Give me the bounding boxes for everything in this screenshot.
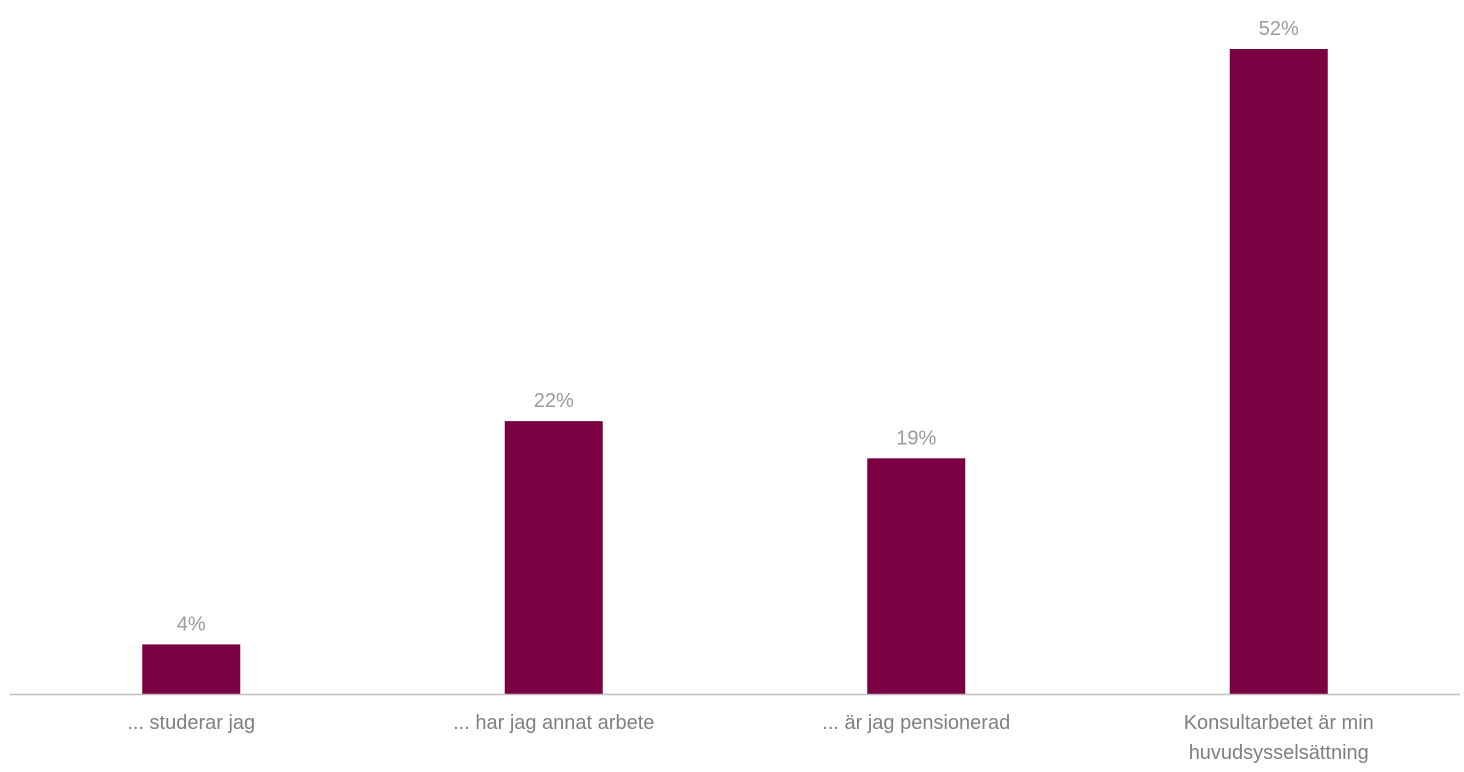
category-label-4: Konsultarbetet är min huvudsysselsättning bbox=[1184, 712, 1374, 764]
category-label-line: ... är jag pensionerad bbox=[822, 712, 1010, 734]
data-label-2: 22% bbox=[534, 390, 574, 412]
category-label-2: ... har jag annat arbete bbox=[453, 712, 654, 734]
category-labels-layer: ... studerar jag ... har jag annat arbete… bbox=[127, 712, 1373, 764]
bar-4 bbox=[1229, 49, 1328, 694]
bar-2 bbox=[504, 421, 603, 694]
data-label-3: 19% bbox=[896, 427, 936, 449]
category-label-line: huvudsysselsättning bbox=[1189, 742, 1369, 764]
bar-1 bbox=[142, 644, 241, 694]
category-label-line: ... studerar jag bbox=[127, 712, 255, 734]
data-label-4: 52% bbox=[1259, 18, 1299, 40]
category-label-line: Konsultarbetet är min bbox=[1184, 712, 1374, 734]
bars-layer bbox=[142, 49, 1328, 694]
category-label-1: ... studerar jag bbox=[127, 712, 255, 734]
bar-3 bbox=[867, 458, 966, 694]
category-label-3: ... är jag pensionerad bbox=[822, 712, 1010, 734]
category-label-line: ... har jag annat arbete bbox=[453, 712, 654, 734]
data-label-1: 4% bbox=[177, 613, 206, 635]
data-labels-layer: 4% 22% 19% 52% bbox=[177, 18, 1299, 635]
